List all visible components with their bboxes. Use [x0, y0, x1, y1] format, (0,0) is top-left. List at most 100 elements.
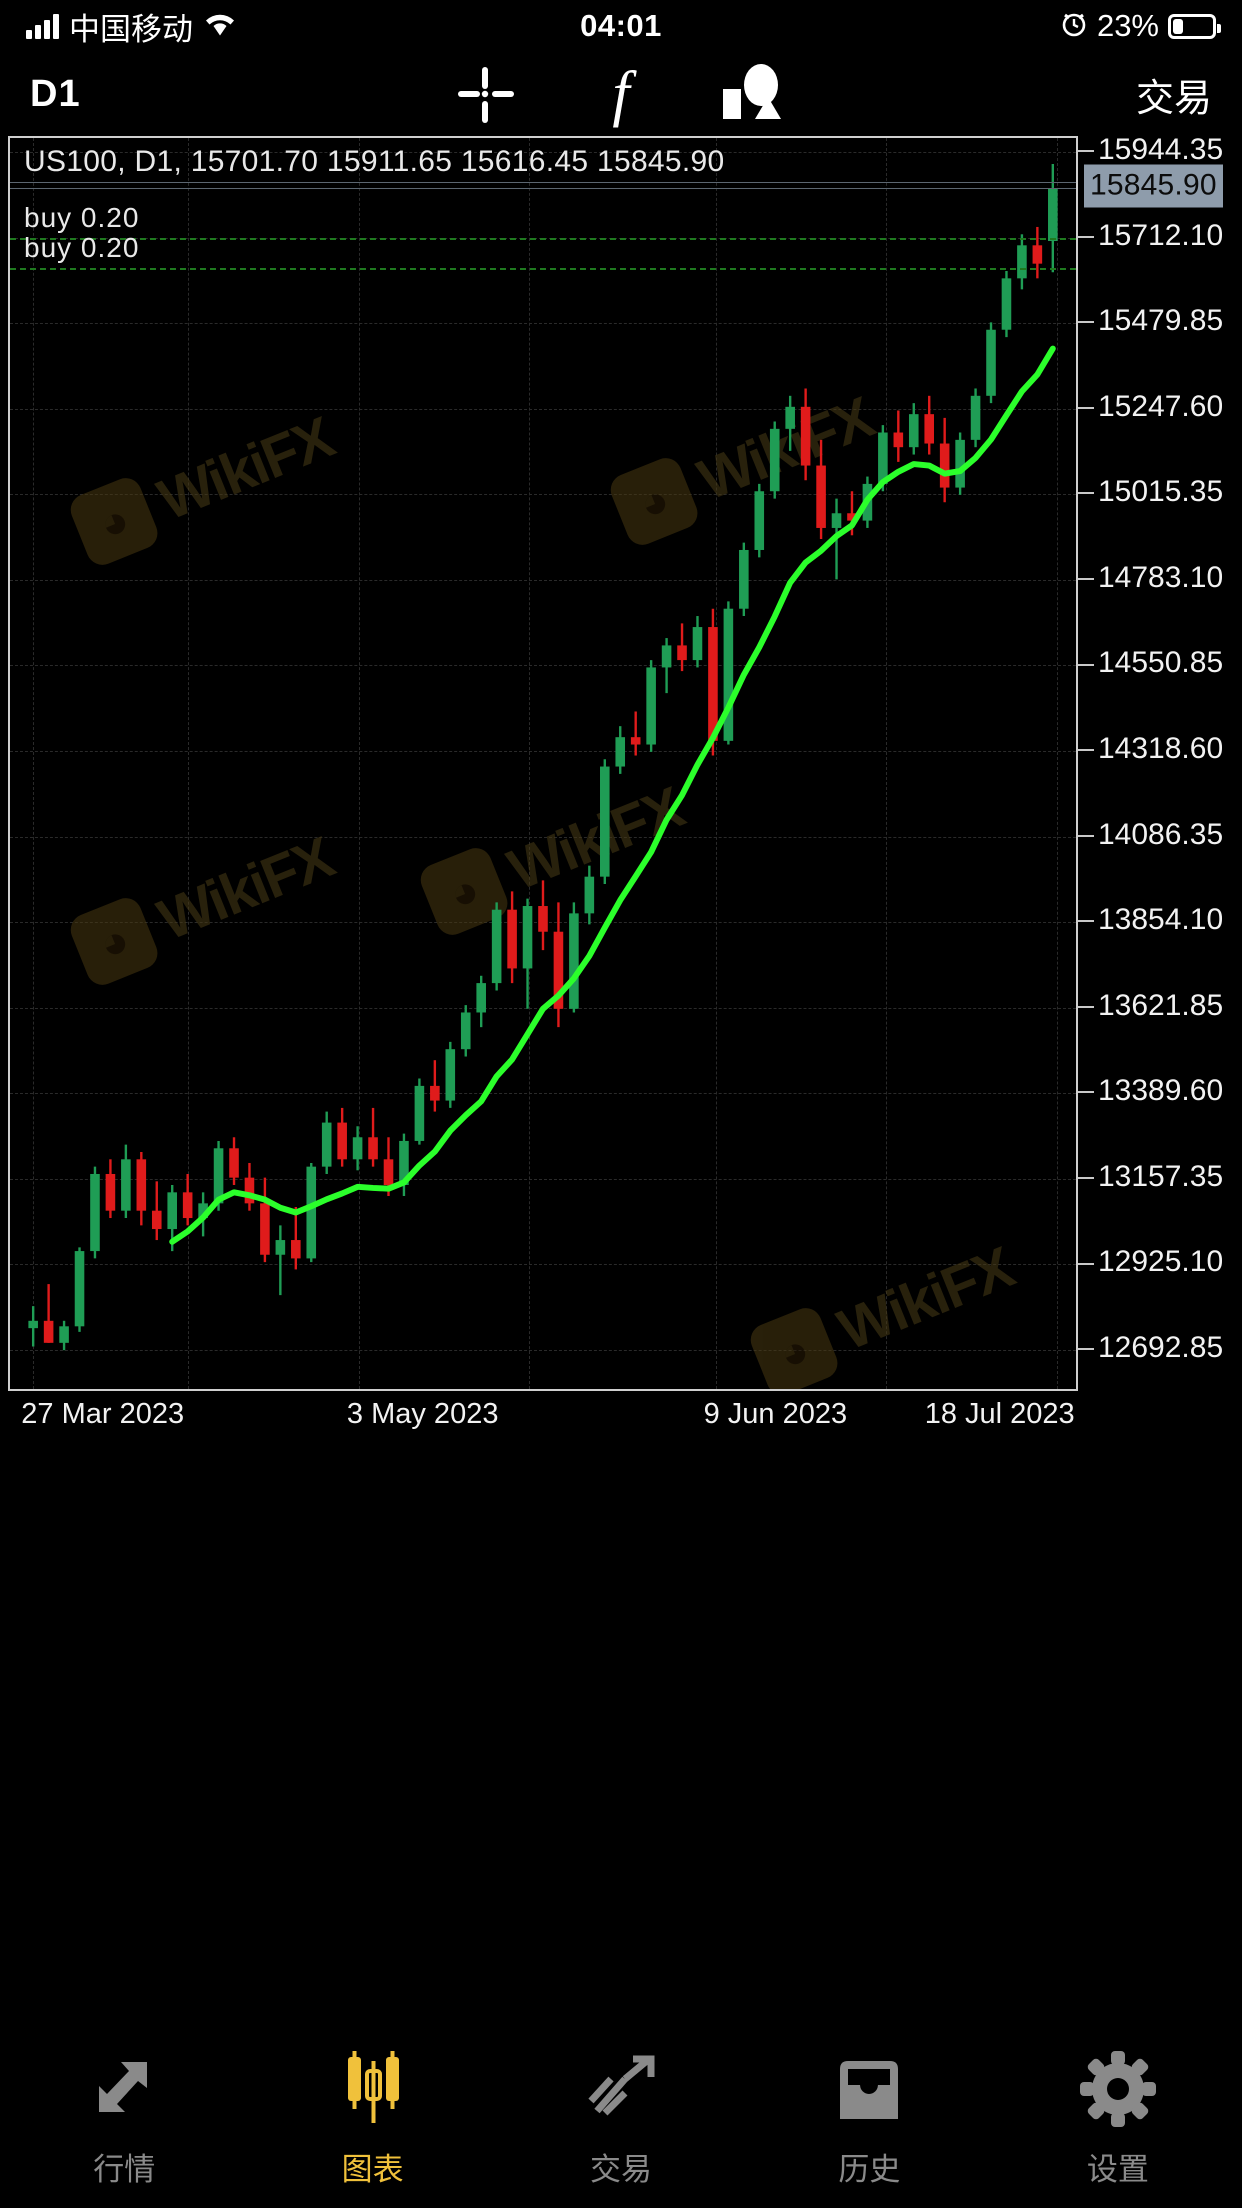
price-tick-label: 14783.10	[1078, 561, 1223, 595]
gridline-horizontal	[10, 1093, 1076, 1095]
status-bar-clock: 04:01	[580, 8, 662, 43]
nav-item-history[interactable]: 历史	[745, 2046, 993, 2189]
price-tick-label: 13854.10	[1078, 903, 1223, 937]
axis-tick	[1078, 1176, 1094, 1179]
bottom-navigation: 行情 图表 交易	[0, 2032, 1242, 2208]
nav-label-settings: 设置	[1086, 2152, 1149, 2187]
axis-tick	[1078, 406, 1094, 409]
wifi-icon	[203, 11, 237, 42]
axis-tick	[1078, 321, 1094, 324]
nav-label-quotes: 行情	[93, 2152, 156, 2187]
crosshair-icon[interactable]	[448, 59, 522, 129]
current-price-line	[10, 188, 1076, 190]
date-tick-label: 27 Mar 2023	[21, 1398, 185, 1430]
price-tick-label: 15712.10	[1078, 219, 1223, 253]
axis-tick	[1078, 1262, 1094, 1265]
gridline-horizontal	[10, 751, 1076, 752]
nav-item-settings[interactable]: 设置	[994, 2046, 1242, 2189]
axis-tick	[1078, 1005, 1094, 1008]
alarm-clock-icon	[1060, 10, 1088, 43]
date-axis: 27 Mar 2023 3 May 2023 9 Jun 2023 18 Jul 20…	[8, 1394, 1080, 1434]
gridline-vertical	[886, 138, 888, 1389]
gridline-vertical	[1056, 138, 1058, 1389]
gridline-horizontal	[10, 323, 1076, 325]
indicators-f-icon[interactable]: f	[584, 59, 658, 129]
quotes-arrows-icon	[85, 2046, 163, 2132]
price-tick-label: 14086.35	[1078, 818, 1223, 852]
nav-item-trade[interactable]: 交易	[497, 2046, 745, 2189]
price-tick-label: 12692.85	[1078, 1331, 1223, 1365]
price-tick-label: 13157.35	[1078, 1160, 1223, 1194]
chart-plot[interactable]: ◕ WikiFX ◕ WikiFX ◕ WikiFX ◕ WikiFX ◕ Wi…	[8, 136, 1078, 1391]
trade-button[interactable]: 交易	[1135, 77, 1212, 120]
gridline-horizontal	[10, 494, 1076, 496]
carrier-label: 中国移动	[69, 11, 193, 47]
nav-label-trade: 交易	[590, 2152, 653, 2187]
price-axis[interactable]: 15944.35 15712.10 15479.85 15247.60 15015.35…	[1078, 133, 1242, 1391]
nav-item-charts[interactable]: 图表	[248, 2046, 496, 2189]
gridline-horizontal	[10, 1350, 1076, 1351]
chart-info-line: US100, D1, 15701.70 15911.65 15616.45 15…	[24, 145, 725, 178]
axis-tick	[1078, 492, 1094, 495]
price-tick-label: 15015.35	[1078, 475, 1223, 509]
price-tick-label: 14550.85	[1078, 646, 1223, 680]
toolbar-icon-group: f	[190, 59, 1052, 129]
status-bar: 中国移动 04:01 23%	[0, 0, 1242, 52]
axis-tick	[1078, 834, 1094, 837]
objects-icon[interactable]	[720, 59, 794, 129]
gear-icon	[1078, 2046, 1158, 2132]
svg-text:f: f	[612, 60, 637, 128]
gridline-vertical	[715, 138, 717, 1389]
nav-label-charts: 图表	[341, 2152, 404, 2187]
battery-icon	[1168, 13, 1221, 39]
status-bar-left: 中国移动	[26, 4, 237, 49]
chart-area[interactable]: ◕ WikiFX ◕ WikiFX ◕ WikiFX ◕ WikiFX ◕ Wi…	[0, 133, 1242, 1430]
axis-tick	[1078, 663, 1094, 666]
chart-header-divider	[10, 182, 1076, 183]
gridline-horizontal	[10, 1178, 1076, 1180]
chart-toolbar: D1 f 交易	[0, 52, 1242, 136]
moving-average-line	[169, 345, 1056, 1245]
axis-tick	[1078, 577, 1094, 580]
order-label-buy-1[interactable]: buy 0.20	[24, 201, 140, 233]
price-tick-label: 13621.85	[1078, 989, 1223, 1023]
axis-tick	[1078, 1091, 1094, 1094]
order-line-buy-1	[10, 237, 1076, 240]
price-tick-label: 14318.60	[1078, 732, 1223, 766]
price-tick-label: 15247.60	[1078, 390, 1223, 424]
history-folder-icon	[830, 2046, 908, 2132]
signal-bars-icon	[26, 13, 59, 39]
date-tick-label: 18 Jul 2023	[924, 1398, 1075, 1430]
gridline-horizontal	[10, 665, 1076, 667]
price-tick-label: 15944.35	[1078, 133, 1223, 167]
axis-tick	[1078, 235, 1094, 238]
trade-arrow-icon	[581, 2046, 661, 2132]
gridline-horizontal	[10, 1264, 1076, 1266]
gridline-vertical	[358, 138, 360, 1389]
axis-tick	[1078, 150, 1094, 153]
gridline-vertical	[33, 138, 35, 1389]
gridline-vertical	[188, 138, 190, 1389]
candlestick-chart-icon	[334, 2046, 412, 2132]
current-price-badge[interactable]: 15845.90	[1084, 164, 1223, 208]
price-tick-label: 13389.60	[1078, 1074, 1223, 1108]
nav-label-history: 历史	[838, 2152, 901, 2187]
gridline-horizontal	[10, 408, 1076, 410]
date-tick-label: 3 May 2023	[346, 1398, 499, 1430]
gridline-vertical	[529, 138, 531, 1389]
price-tick-label: 15479.85	[1078, 304, 1223, 338]
status-bar-right: 23%	[1060, 8, 1221, 44]
axis-tick	[1078, 920, 1094, 923]
gridline-horizontal	[10, 836, 1076, 838]
timeframe-button[interactable]: D1	[30, 72, 81, 115]
battery-percent-label: 23%	[1096, 8, 1159, 43]
gridline-horizontal	[10, 579, 1076, 581]
order-line-buy-2	[10, 267, 1076, 270]
order-label-buy-2[interactable]: buy 0.20	[24, 231, 140, 263]
date-tick-label: 9 Jun 2023	[703, 1398, 848, 1430]
gridline-horizontal	[10, 152, 1076, 153]
axis-tick	[1078, 1348, 1094, 1351]
axis-tick	[1078, 749, 1094, 752]
price-tick-label: 12925.10	[1078, 1245, 1223, 1279]
nav-item-quotes[interactable]: 行情	[0, 2046, 248, 2189]
